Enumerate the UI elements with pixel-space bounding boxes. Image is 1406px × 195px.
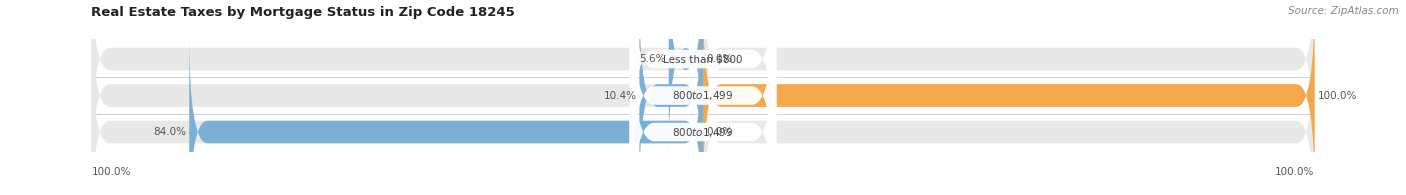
Text: 100.0%: 100.0%: [1317, 90, 1357, 101]
Text: Source: ZipAtlas.com: Source: ZipAtlas.com: [1288, 6, 1399, 16]
FancyBboxPatch shape: [703, 0, 1315, 157]
FancyBboxPatch shape: [91, 0, 703, 194]
FancyBboxPatch shape: [630, 0, 776, 195]
Text: Less than $800: Less than $800: [664, 54, 742, 64]
FancyBboxPatch shape: [703, 0, 1315, 194]
Text: 84.0%: 84.0%: [153, 127, 186, 137]
Text: 100.0%: 100.0%: [1275, 167, 1315, 177]
Text: 10.4%: 10.4%: [603, 90, 637, 101]
FancyBboxPatch shape: [630, 0, 776, 195]
FancyBboxPatch shape: [640, 0, 703, 194]
FancyBboxPatch shape: [91, 34, 703, 195]
FancyBboxPatch shape: [630, 0, 776, 195]
Text: 100.0%: 100.0%: [91, 167, 131, 177]
FancyBboxPatch shape: [703, 34, 1315, 195]
Text: Real Estate Taxes by Mortgage Status in Zip Code 18245: Real Estate Taxes by Mortgage Status in …: [91, 6, 515, 19]
Text: 0.0%: 0.0%: [706, 127, 733, 137]
FancyBboxPatch shape: [190, 34, 703, 195]
FancyBboxPatch shape: [91, 0, 703, 157]
FancyBboxPatch shape: [669, 0, 703, 157]
FancyBboxPatch shape: [703, 0, 1315, 194]
Text: 0.0%: 0.0%: [706, 54, 733, 64]
Text: 5.6%: 5.6%: [640, 54, 665, 64]
Text: $800 to $1,499: $800 to $1,499: [672, 126, 734, 138]
Text: $800 to $1,499: $800 to $1,499: [672, 89, 734, 102]
